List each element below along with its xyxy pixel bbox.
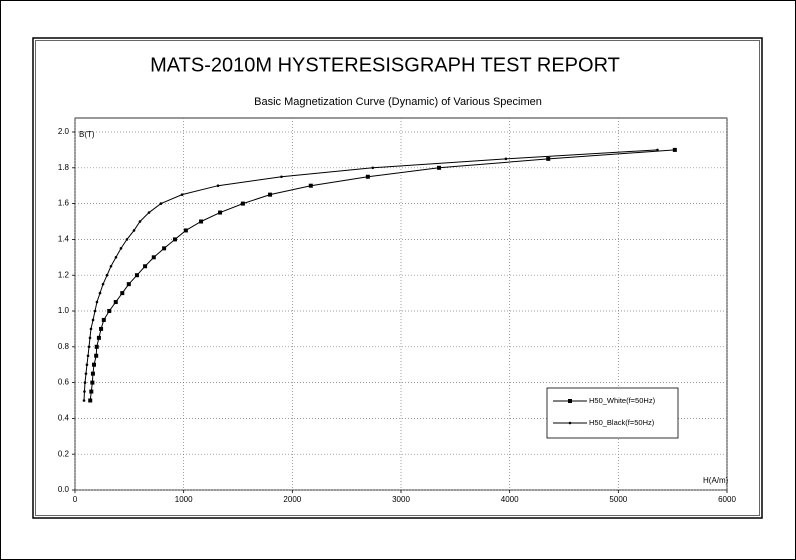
y-tick-label: 1.2: [58, 270, 70, 279]
data-point: [240, 201, 245, 206]
report-frame-inner: [35, 40, 760, 516]
x-tick-label: 2000: [283, 495, 301, 504]
data-point: [162, 246, 167, 251]
data-point: [120, 291, 125, 296]
chart-subtitle: Basic Magnetization Curve (Dynamic) of V…: [254, 96, 542, 108]
y-tick-label: 1.0: [58, 306, 70, 315]
x-tick-label: 1000: [175, 495, 193, 504]
data-point: [85, 363, 89, 367]
data-point: [308, 183, 313, 188]
data-point: [101, 282, 105, 286]
data-point: [126, 282, 131, 287]
data-point: [89, 327, 93, 331]
data-point: [113, 300, 118, 305]
x-tick-label: 4000: [501, 495, 519, 504]
data-point: [107, 309, 112, 313]
data-point: [114, 255, 118, 259]
data-point: [93, 309, 97, 313]
legend-marker: [568, 399, 572, 403]
data-point: [159, 202, 163, 205]
data-point: [86, 354, 90, 358]
data-point: [172, 237, 177, 242]
data-point: [94, 353, 99, 358]
data-point: [546, 156, 551, 161]
data-point: [84, 372, 88, 375]
data-point: [371, 166, 375, 170]
data-point: [672, 147, 677, 152]
data-point: [134, 273, 139, 278]
data-point: [96, 335, 101, 340]
data-point: [109, 264, 113, 268]
data-point: [94, 344, 99, 349]
x-tick-label: 5000: [609, 495, 627, 504]
data-point: [83, 390, 86, 393]
data-point: [91, 318, 95, 322]
legend-marker: [568, 421, 572, 425]
y-tick-label: 0.0: [58, 485, 70, 494]
data-point: [87, 345, 91, 349]
data-point: [95, 300, 99, 304]
data-point: [216, 184, 220, 187]
data-point: [98, 291, 102, 295]
data-point: [99, 326, 104, 331]
data-point: [105, 273, 109, 277]
data-point: [101, 317, 106, 322]
y-tick-label: 1.8: [58, 163, 70, 172]
data-point: [183, 228, 188, 233]
x-axis-label: H(A/m): [703, 476, 729, 485]
y-tick-label: 0.8: [58, 342, 70, 351]
y-tick-label: 0.6: [58, 378, 70, 387]
data-point: [218, 210, 223, 215]
legend-label: H50_White(f=50Hz): [589, 396, 656, 405]
y-tick-label: 0.2: [58, 449, 70, 458]
data-point: [92, 362, 97, 367]
data-point: [199, 219, 204, 224]
data-point: [268, 192, 273, 197]
data-point: [437, 165, 442, 170]
data-point: [83, 381, 87, 384]
y-tick-label: 1.4: [58, 235, 70, 244]
data-point: [125, 238, 129, 241]
data-point: [656, 148, 659, 152]
data-point: [88, 336, 92, 340]
data-point: [89, 389, 94, 394]
y-tick-label: 1.6: [58, 199, 70, 208]
data-point: [138, 220, 142, 223]
data-point: [280, 175, 283, 179]
data-point: [143, 264, 148, 269]
data-point: [180, 193, 184, 196]
data-point: [82, 399, 86, 402]
legend-label: H50_Black(f=50Hz): [589, 418, 655, 427]
data-point: [88, 398, 93, 403]
x-tick-label: 3000: [392, 495, 410, 504]
report-frame: [32, 37, 763, 519]
y-axis-label: B(T): [79, 130, 95, 139]
y-tick-label: 0.4: [58, 414, 70, 423]
data-point: [132, 229, 136, 232]
legend-box: [546, 387, 679, 439]
data-point: [119, 247, 123, 250]
data-point: [504, 157, 508, 161]
chart-title: MATS-2010M HYSTERESISGRAPH TEST REPORT: [150, 54, 620, 76]
data-point: [90, 371, 95, 376]
data-point: [151, 255, 156, 260]
x-tick-label: 6000: [718, 495, 736, 504]
data-point: [90, 380, 95, 385]
y-tick-label: 2.0: [58, 127, 70, 136]
data-point: [365, 174, 370, 179]
x-tick-label: 0: [73, 495, 78, 504]
data-point: [147, 211, 151, 214]
